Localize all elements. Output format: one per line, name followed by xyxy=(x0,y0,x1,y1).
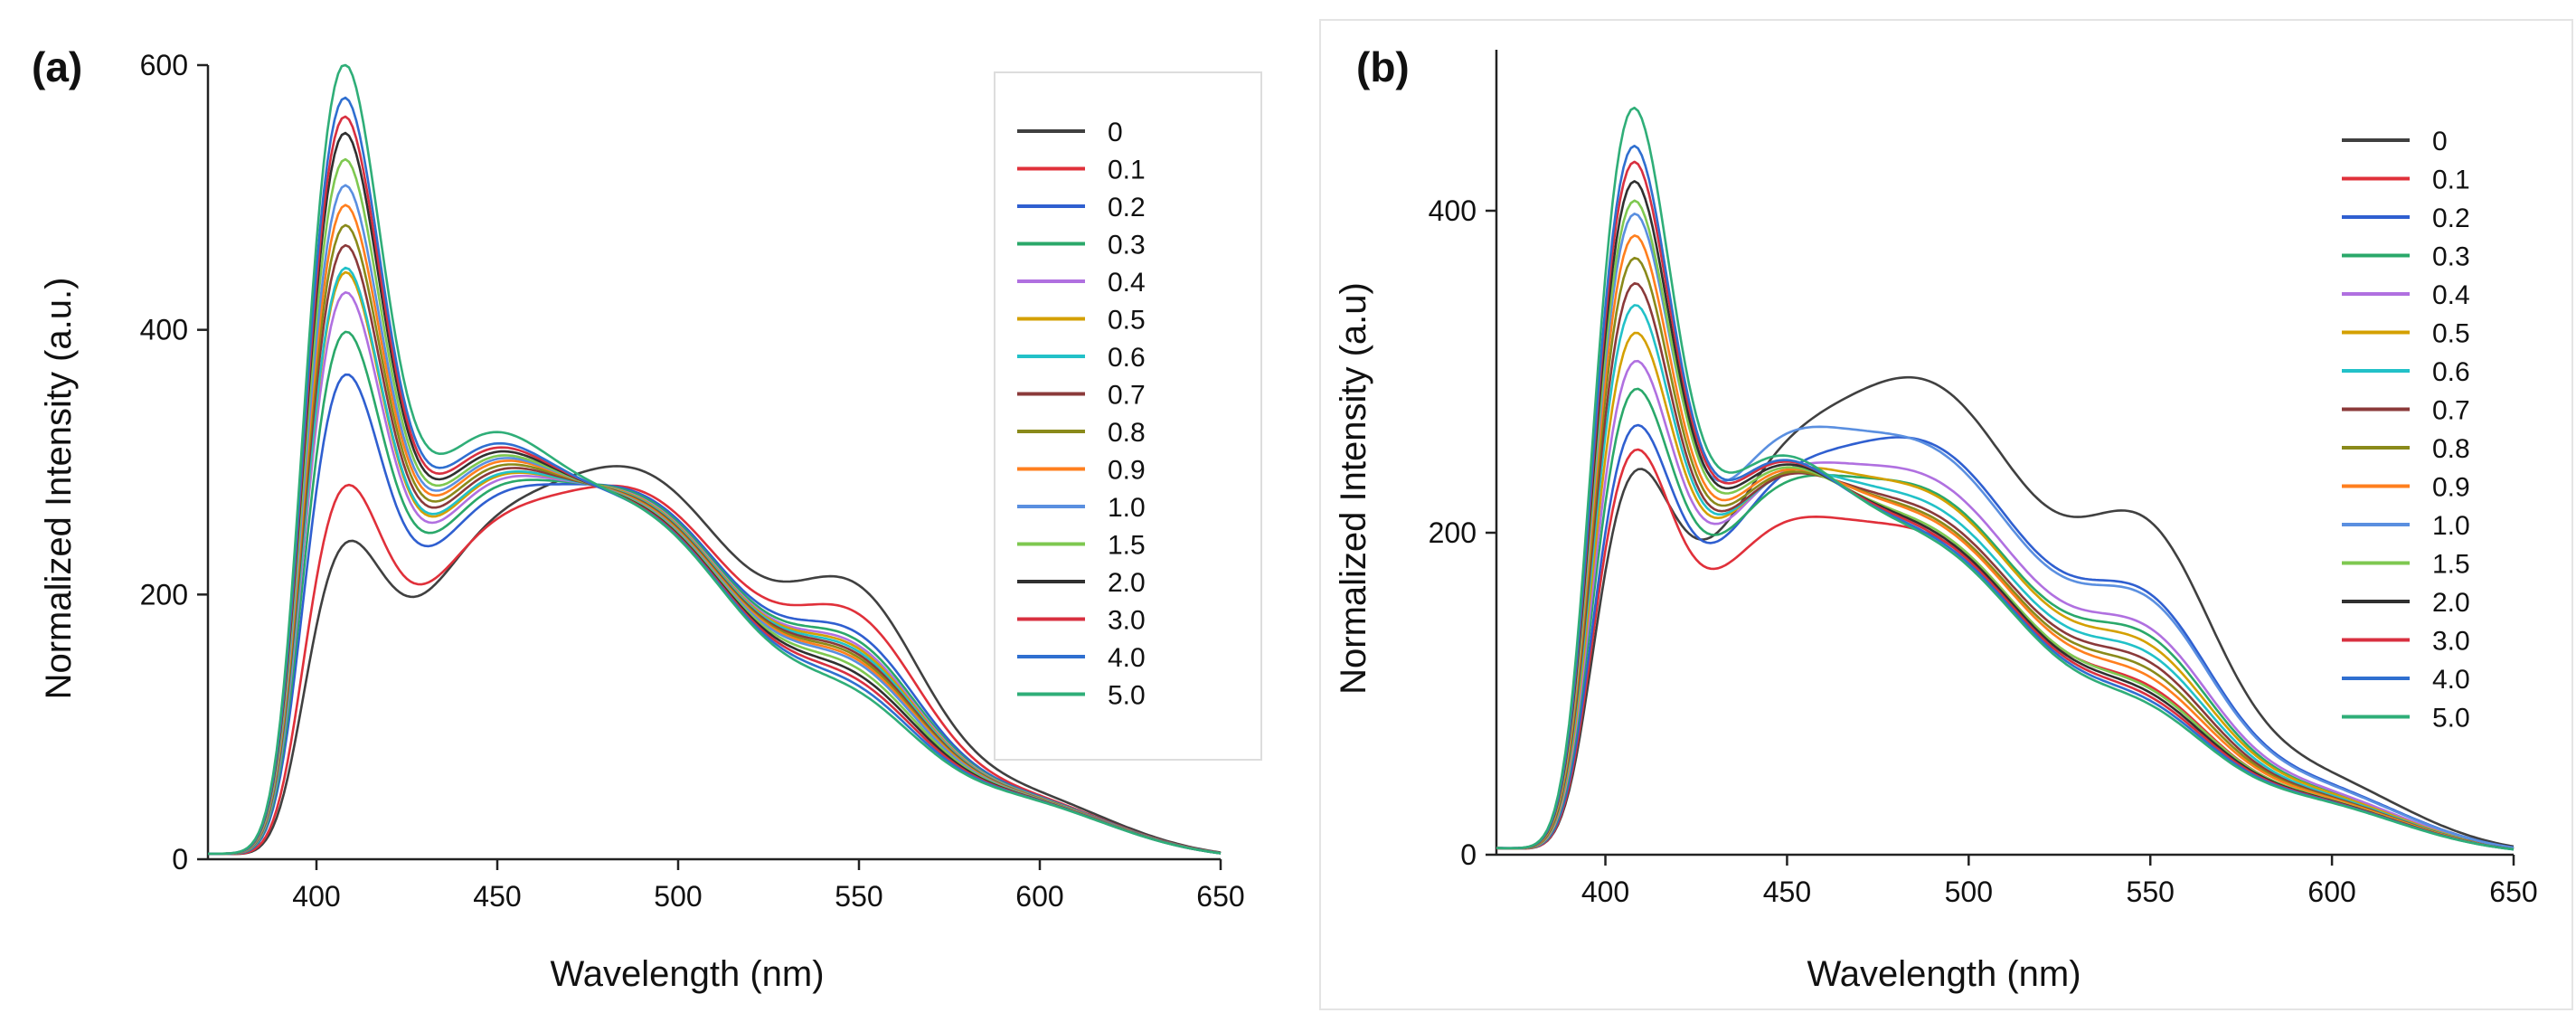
legend-label: 0.4 xyxy=(1108,268,1146,298)
legend-label: 0.2 xyxy=(1108,193,1146,222)
legend-label: 0.5 xyxy=(1108,306,1146,336)
series-line-0.4 xyxy=(1496,359,2515,850)
legend-label: 0.3 xyxy=(2432,242,2470,272)
legend-label: 5.0 xyxy=(1108,681,1146,711)
x-tick-label: 450 xyxy=(1763,876,1811,908)
x-tick-label: 400 xyxy=(1581,876,1629,908)
legend-label: 2.0 xyxy=(2432,588,2470,618)
legend-label: 0.2 xyxy=(2432,204,2470,233)
legend-frame xyxy=(994,71,1262,761)
legend-label: 3.0 xyxy=(2432,627,2470,657)
legend-label: 0 xyxy=(2432,127,2448,156)
x-tick-label: 400 xyxy=(292,880,340,913)
panel-frame xyxy=(1319,19,2573,1010)
series-line-5.0 xyxy=(208,63,1222,856)
legend-label: 0.9 xyxy=(2432,473,2470,503)
x-tick-label: 600 xyxy=(2307,876,2355,908)
legend-label: 1.5 xyxy=(1108,531,1146,561)
legend-label: 0.6 xyxy=(1108,343,1146,373)
x-tick-label: 500 xyxy=(1945,876,1993,908)
legend-label: 1.0 xyxy=(1108,493,1146,523)
y-tick-label: 400 xyxy=(1429,194,1477,227)
legend-label: 0.7 xyxy=(2432,396,2470,426)
legend-label: 1.5 xyxy=(2432,550,2470,580)
panel-label: (b) xyxy=(1356,43,1410,90)
legend-label: 5.0 xyxy=(2432,704,2470,734)
y-tick-label: 200 xyxy=(1429,516,1477,549)
chart-panel-b: (b) Normalized Intensity (a.u) Wavelengt… xyxy=(1319,19,2573,1010)
y-tick-label: 0 xyxy=(1460,838,1477,871)
x-tick-label: 550 xyxy=(2127,876,2175,908)
y-tick-label: 0 xyxy=(172,843,188,876)
panel-label: (a) xyxy=(32,43,82,90)
y-tick-label: 400 xyxy=(140,314,188,346)
legend-label: 0 xyxy=(1108,118,1123,147)
x-tick-label: 650 xyxy=(1196,880,1244,913)
x-axis-label: Wavelength (nm) xyxy=(1807,954,2081,994)
series-line-5.0 xyxy=(1496,106,2515,851)
y-axis-label: Normalized Intensity (a.u.) xyxy=(39,278,79,700)
legend-label: 0.1 xyxy=(2432,166,2470,195)
legend-label: 0.4 xyxy=(2432,280,2470,310)
series-line-0.9 xyxy=(1496,234,2515,850)
legend-label: 0.8 xyxy=(1108,418,1146,448)
legend-label: 2.0 xyxy=(1108,568,1146,598)
y-tick-label: 600 xyxy=(140,49,188,81)
legend-label: 4.0 xyxy=(2432,665,2470,695)
x-tick-label: 450 xyxy=(473,880,521,913)
legend-label: 0.6 xyxy=(2432,357,2470,387)
series-line-0.5 xyxy=(1496,331,2515,850)
x-tick-label: 650 xyxy=(2489,876,2537,908)
x-tick-label: 550 xyxy=(835,880,882,913)
legend-label: 0.5 xyxy=(2432,319,2470,349)
x-tick-label: 500 xyxy=(654,880,702,913)
chart-panel-a: (a) Normalized Intensity (a.u.) Waveleng… xyxy=(32,43,1262,994)
x-tick-label: 600 xyxy=(1015,880,1063,913)
legend-label: 0.3 xyxy=(1108,231,1146,260)
legend-label: 0.9 xyxy=(1108,456,1146,486)
y-tick-label: 200 xyxy=(140,578,188,611)
y-axis-label: Normalized Intensity (a.u) xyxy=(1334,282,1373,695)
legend-label: 4.0 xyxy=(1108,643,1146,673)
legend-label: 0.1 xyxy=(1108,156,1146,185)
legend-label: 3.0 xyxy=(1108,606,1146,636)
legend-label: 1.0 xyxy=(2432,511,2470,541)
x-axis-label: Wavelength (nm) xyxy=(550,954,824,994)
legend-label: 0.8 xyxy=(2432,434,2470,464)
legend-label: 0.7 xyxy=(1108,381,1146,411)
series-line-0 xyxy=(207,465,1222,856)
series-line-0.6 xyxy=(1496,304,2515,850)
